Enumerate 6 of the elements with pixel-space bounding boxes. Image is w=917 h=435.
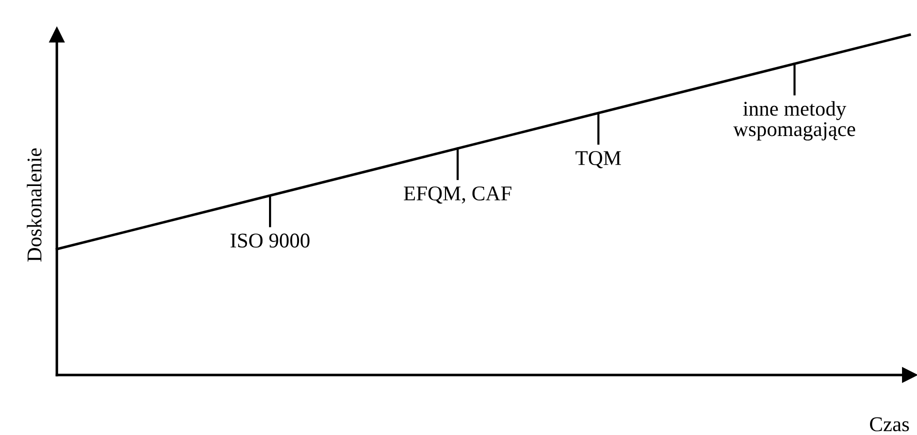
y-axis-title: Doskonalenie [26,148,42,262]
annotation: ISO 9000 [230,234,310,248]
annotation: inne metody wspomagające [733,101,856,140]
annotation: EFQM, CAF [404,186,512,204]
annotation: TQM [576,151,621,168]
x-axis-title: Czas [870,417,909,432]
